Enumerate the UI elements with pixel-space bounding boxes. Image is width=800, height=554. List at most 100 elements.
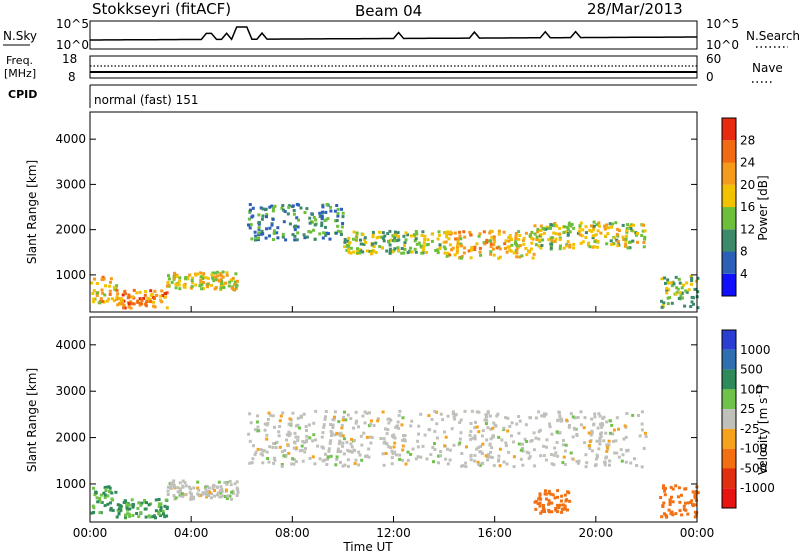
power-cell (393, 230, 397, 234)
velocity-cell (189, 487, 193, 491)
velocity-cell (538, 428, 542, 432)
power-cell (145, 300, 149, 304)
velocity-cell (369, 419, 373, 423)
velocity-cell (277, 430, 281, 434)
power-cell (257, 236, 260, 240)
power-cell (388, 250, 392, 254)
power-cell (264, 207, 268, 211)
velocity-cell (417, 424, 421, 428)
power-cell (265, 227, 269, 231)
power-cell (393, 247, 397, 251)
power-cell (273, 204, 277, 208)
power-cell (596, 240, 600, 243)
velocity-cell (271, 414, 275, 418)
velocity-cell (103, 496, 107, 499)
power-cell (459, 256, 463, 260)
power-cell (211, 271, 215, 275)
velocity-cell (290, 462, 294, 466)
power-cell (303, 236, 307, 240)
power-cell (530, 230, 534, 234)
velocity-cell (316, 444, 320, 448)
power-cell (599, 231, 603, 235)
power-cell (326, 217, 330, 221)
power-cell (388, 251, 392, 255)
velocity-cell (468, 433, 472, 437)
power-cell (92, 289, 96, 293)
power-cell (214, 275, 217, 279)
power-cell (127, 293, 131, 297)
velocity-cell (223, 481, 227, 485)
power-cell (581, 240, 585, 244)
power-cell (160, 289, 164, 293)
velocity-cell (590, 429, 594, 433)
power-cell (257, 233, 261, 236)
power-cell (592, 245, 596, 249)
power-cell (505, 250, 509, 254)
power-cell (327, 232, 330, 236)
power-cell (641, 229, 645, 233)
power-colorbar-swatch (722, 251, 736, 274)
velocity-cell (267, 460, 271, 464)
velocity-cell (151, 515, 155, 519)
velocity-cell (480, 434, 484, 438)
velocity-cell (504, 416, 508, 420)
power-cell (478, 232, 482, 236)
power-cell (404, 238, 408, 242)
velocity-cell (453, 417, 457, 421)
velocity-cell (183, 481, 187, 485)
power-cell (678, 291, 682, 295)
power-cell (375, 236, 379, 240)
power-cell (271, 209, 275, 213)
nsky-label: N.Sky (3, 29, 37, 43)
velocity-cell (354, 458, 358, 462)
power-cell (95, 294, 99, 297)
velocity-cell (565, 418, 569, 422)
power-cell (596, 245, 599, 249)
power-cell (144, 290, 148, 293)
velocity-cell (519, 448, 523, 452)
power-cell (138, 297, 142, 301)
power-cell (690, 276, 694, 280)
velocity-cell (564, 507, 567, 511)
power-cell (453, 231, 457, 235)
power-cell (605, 223, 609, 227)
velocity-cell (325, 463, 329, 466)
power-cell (112, 299, 116, 303)
power-cell (167, 277, 171, 281)
velocity-cell (596, 455, 599, 459)
velocity-cell (230, 497, 233, 501)
power-cell (216, 274, 220, 278)
power-cell (184, 276, 188, 279)
power-cell (282, 208, 285, 212)
power-cell (372, 245, 376, 248)
velocity-cell (369, 422, 373, 426)
velocity-cell (427, 414, 431, 418)
velocity-cell (567, 425, 571, 429)
velocity-cell (577, 459, 581, 463)
velocity-cell (108, 501, 112, 505)
power-cell (616, 240, 620, 244)
velocity-cell (694, 490, 698, 493)
power-cell (662, 301, 666, 305)
velocity-cell (419, 455, 423, 459)
velocity-cell (225, 482, 229, 486)
power-cell (200, 287, 204, 291)
velocity-cell (469, 458, 473, 462)
x-tick-label: 00:00 (73, 526, 108, 540)
velocity-cell (278, 425, 282, 428)
power-cell (288, 222, 292, 226)
velocity-cell (336, 447, 340, 451)
power-cell (231, 287, 235, 291)
power-cell (153, 305, 157, 309)
velocity-cell (540, 414, 544, 418)
power-cell (436, 237, 440, 241)
power-cell (230, 286, 234, 290)
velocity-cell (542, 412, 546, 416)
power-cell (568, 230, 572, 234)
power-cell (286, 212, 290, 216)
velocity-cell (352, 438, 356, 442)
velocity-cell (398, 453, 402, 457)
velocity-cell (322, 423, 326, 427)
